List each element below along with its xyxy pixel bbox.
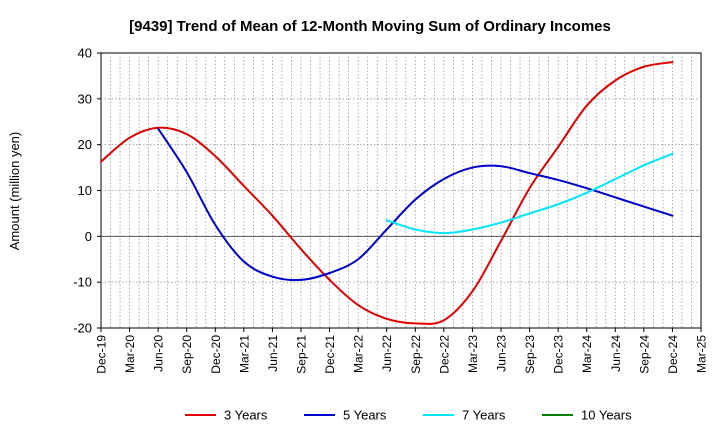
x-tick-label: Mar-23 [466,335,480,373]
series-line-5-years [157,127,674,282]
x-tick-label: Sep-23 [523,335,537,374]
legend-label: 5 Years [343,408,387,423]
axes: -20 -10 0 10 20 30 40 Dec-19 Mar-20 Jun-20 Sep-20 D… [73,46,708,374]
legend: 3 Years 5 Years 7 Years 10 Years [185,408,632,423]
series-line-3-years [100,61,674,325]
x-tick-label: Dec-21 [323,335,337,374]
legend-item-10-years: 10 Years [542,408,632,423]
legend-label: 7 Years [462,408,506,423]
series-line-7-years [385,152,674,235]
x-tick-label: Jun-20 [152,335,166,372]
plot-area [100,52,702,329]
y-tick-label: 0 [85,229,92,244]
x-tick-label: Mar-25 [695,335,709,373]
x-tick-label: Dec-20 [209,335,223,374]
y-tick-label: 20 [78,137,92,152]
y-tick-label: -20 [73,321,92,336]
x-tick-label: Dec-24 [666,335,680,374]
legend-item-5-years: 5 Years [304,408,387,423]
x-tick-label: Jun-23 [495,335,509,372]
y-tick-label: 10 [78,183,92,198]
x-tick-label: Dec-22 [437,335,451,374]
x-tick-label: Sep-22 [409,335,423,374]
y-tick-label: 30 [78,91,92,106]
chart-title: [9439] Trend of Mean of 12-Month Moving … [129,18,611,35]
y-tick-label: 40 [78,46,92,61]
x-tick-label: Dec-23 [552,335,566,374]
x-tick-label: Sep-21 [295,335,309,374]
y-tick-label: -10 [73,275,92,290]
x-tick-label: Mar-20 [123,335,137,373]
legend-item-3-years: 3 Years [185,408,268,423]
x-tick-label: Sep-20 [180,335,194,374]
x-tick-label: Dec-19 [95,335,109,374]
grid-lines [100,52,702,329]
x-tick-label: Jun-21 [266,335,280,372]
x-tick-label: Mar-21 [237,335,251,373]
x-tick-label: Mar-22 [352,335,366,373]
x-tick-label: Jun-22 [380,335,394,372]
legend-label: 3 Years [224,408,268,423]
legend-item-7-years: 7 Years [423,408,506,423]
x-tick-label: Mar-24 [580,335,594,373]
series-lines [100,61,674,325]
x-tick-label: Jun-24 [609,335,623,372]
x-tick-label: Sep-24 [637,335,651,374]
legend-label: 10 Years [581,408,632,423]
y-axis-label: Amount (million yen) [7,132,22,251]
